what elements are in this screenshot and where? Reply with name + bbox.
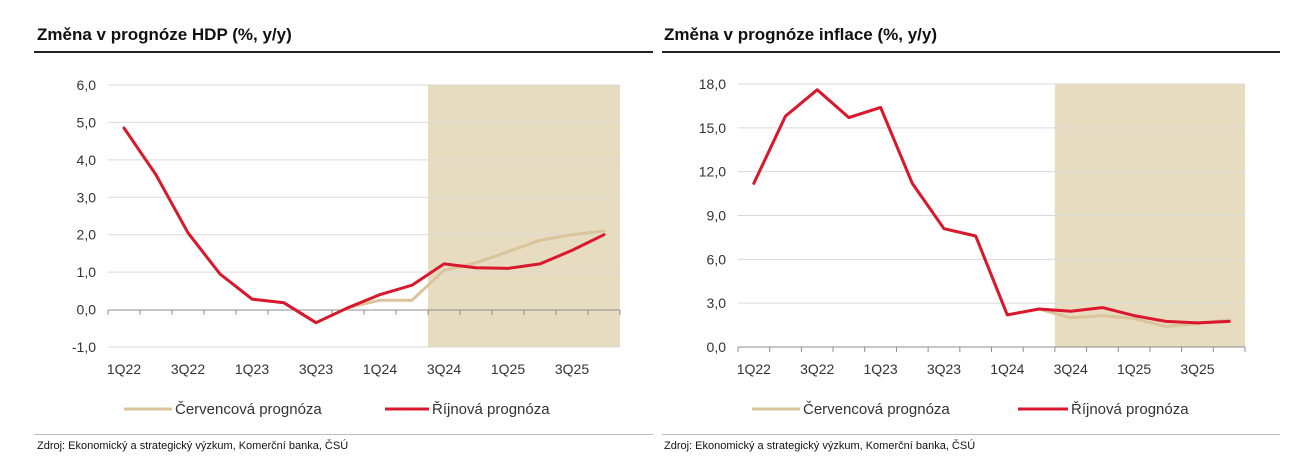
x-tick-label: 3Q25 [1180, 361, 1214, 377]
x-tick-label: 3Q25 [555, 361, 589, 377]
x-tick-label: 3Q22 [800, 361, 834, 377]
title-underline [34, 51, 653, 53]
y-tick-label: 0,0 [707, 339, 727, 355]
x-tick-label: 1Q22 [107, 361, 141, 377]
series-line-october [122, 126, 606, 325]
x-tick-label: 3Q24 [1054, 361, 1088, 377]
legend-label: Říjnová prognóza [432, 401, 550, 418]
x-tick-label: 1Q25 [491, 361, 525, 377]
x-tick-label: 1Q24 [363, 361, 397, 377]
y-tick-label: 0,0 [77, 302, 97, 318]
y-tick-label: 12,0 [699, 164, 726, 180]
x-tick-label: 3Q23 [299, 361, 333, 377]
legend-label: Červencová prognóza [803, 401, 950, 418]
source-divider [34, 434, 653, 435]
x-tick-label: 1Q24 [990, 361, 1024, 377]
legend-label: Červencová prognóza [175, 401, 322, 418]
y-tick-label: 1,0 [77, 264, 97, 280]
chart-title: Změna v prognóze HDP (%, y/y) [37, 25, 292, 44]
y-tick-label: 5,0 [77, 114, 97, 130]
title-underline [662, 51, 1280, 53]
x-tick-label: 3Q24 [427, 361, 461, 377]
y-tick-label: 3,0 [77, 189, 97, 205]
x-tick-label: 1Q23 [235, 361, 269, 377]
source-note: Zdroj: Ekonomický a strategický výzkum, … [37, 440, 349, 452]
y-tick-label: 6,0 [707, 251, 727, 267]
y-tick-label: 9,0 [707, 208, 727, 224]
y-tick-label: 15,0 [699, 120, 726, 136]
legend-label: Říjnová prognóza [1071, 401, 1189, 418]
x-tick-label: 1Q23 [863, 361, 897, 377]
chart-title: Změna v prognóze inflace (%, y/y) [664, 25, 938, 44]
y-tick-label: 18,0 [699, 76, 726, 92]
x-tick-label: 1Q22 [737, 361, 771, 377]
source-note: Zdroj: Ekonomický a strategický výzkum, … [664, 440, 976, 452]
forecast-shading [428, 85, 620, 347]
x-tick-label: 1Q25 [1117, 361, 1151, 377]
y-tick-label: 4,0 [77, 152, 97, 168]
y-tick-label: -1,0 [72, 339, 96, 355]
y-tick-label: 2,0 [77, 227, 97, 243]
x-tick-label: 3Q23 [927, 361, 961, 377]
y-tick-label: 6,0 [77, 77, 97, 93]
x-tick-label: 3Q22 [171, 361, 205, 377]
source-divider [662, 434, 1280, 435]
gdp-chart: 6,0 5,0 4,0 3,0 2,0 1,0 0,0 -1,0 1Q22 3Q22 1Q23 3Q2… [72, 77, 621, 418]
series-line-october [752, 88, 1231, 325]
y-tick-label: 3,0 [707, 295, 727, 311]
